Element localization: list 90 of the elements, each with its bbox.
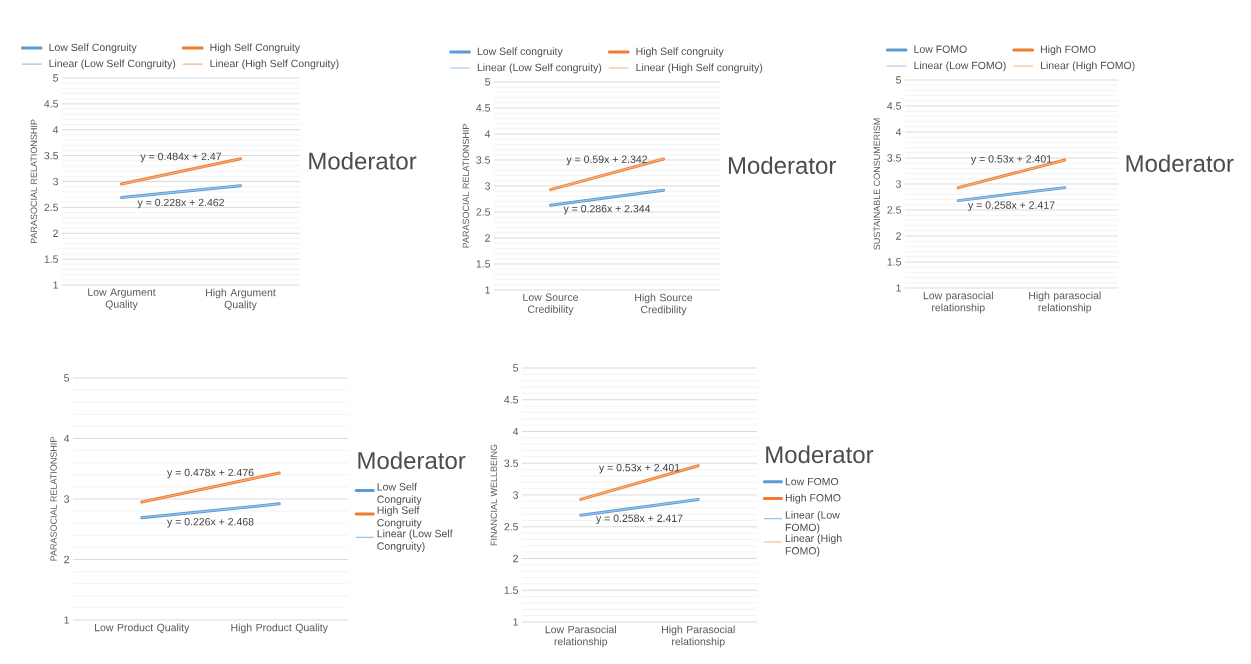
- y-tick-label: 2: [513, 554, 518, 563]
- y-tick-label: 5: [513, 364, 519, 372]
- legend-label: Linear (Low Self congruity): [477, 63, 602, 74]
- y-tick-label: 2.5: [44, 203, 59, 212]
- legend-label: High FOMO: [785, 493, 841, 504]
- legend-label: Linear (Low FOMO): [914, 61, 1006, 72]
- legend-label: Linear (High Self Congruity): [210, 59, 339, 70]
- annotation: y = 0.258x + 2.417: [968, 201, 1055, 211]
- y-tick-label: 3.5: [887, 154, 902, 162]
- y-tick-label: 1: [64, 616, 69, 624]
- y-tick-label: 1: [485, 286, 490, 294]
- y-tick-label: 4.5: [44, 100, 59, 108]
- y-axis-title: FINANCIAL WELLBEING: [490, 444, 498, 546]
- y-tick-label: 2.5: [476, 208, 491, 216]
- y-tick-label: 5: [53, 74, 59, 82]
- annotation: y = 0.286x + 2.344: [563, 204, 651, 215]
- y-tick-label: 4: [63, 434, 70, 443]
- y-tick-label: 3: [64, 495, 70, 503]
- legend-label: Linear (High FOMO): [1040, 61, 1135, 72]
- y-tick-label: 4.5: [887, 102, 902, 110]
- y-tick-label: 2: [485, 234, 490, 242]
- y-tick-label: 3.5: [504, 459, 519, 467]
- legend-label: Low Self Congruity: [377, 482, 422, 506]
- legend-label: Linear (Low Self Congruity): [377, 529, 453, 552]
- annotation: y = 0.478x + 2.476: [167, 468, 254, 479]
- x-tick-label: Low Source Credibility: [523, 293, 579, 316]
- legend-label: High Self Congruity: [377, 506, 422, 529]
- annotation: y = 0.258x + 2.417: [596, 514, 683, 525]
- y-tick-label: 1.5: [887, 258, 902, 266]
- annotation: y = 0.484x + 2.47: [140, 152, 222, 163]
- y-axis-title: SUSTAINABLE CONSUMERISM: [873, 118, 881, 250]
- y-tick-label: 2: [53, 229, 58, 237]
- legend-label: Linear (Low Self Congruity): [49, 59, 176, 70]
- y-tick-label: 1.5: [476, 260, 491, 268]
- annotation: y = 0.59x + 2.342: [566, 155, 648, 166]
- legend-title: Moderator: [766, 445, 874, 464]
- legend-title: Moderator: [1126, 154, 1234, 173]
- legend-label: High Self congruity: [636, 47, 724, 58]
- x-tick-label: High Source Credibility: [635, 293, 693, 316]
- y-tick-label: 4.5: [504, 396, 519, 404]
- legend-title: Moderator: [728, 156, 836, 175]
- legend-label: Low Self congruity: [477, 47, 563, 58]
- legend-label: Linear (High FOMO): [785, 534, 842, 557]
- y-tick-label: 2: [64, 555, 69, 564]
- legend-label: Low FOMO: [785, 477, 839, 486]
- y-tick-label: 2.5: [887, 206, 902, 214]
- y-tick-label: 4: [484, 130, 491, 138]
- y-tick-label: 1.5: [44, 255, 59, 263]
- x-tick-label: Low parasocial relationship: [923, 291, 993, 314]
- x-tick-label: Low Argument Quality: [88, 288, 156, 310]
- y-tick-label: 2.5: [504, 523, 519, 531]
- y-tick-label: 1: [896, 284, 901, 292]
- y-tick-label: 3: [513, 491, 519, 499]
- legend-label: High FOMO: [1040, 45, 1096, 56]
- y-tick-label: 1: [53, 281, 58, 289]
- y-axis-title: PARASOCIAL RELATIONSHIP: [30, 119, 38, 244]
- annotation: y = 0.228x + 2.462: [137, 198, 224, 209]
- y-tick-label: 3.5: [44, 151, 59, 160]
- legend-label: Low Self Congruity: [49, 43, 137, 54]
- legend-label: Linear (High Self congruity): [636, 63, 763, 74]
- annotation: y = 0.53x + 2.401: [970, 155, 1052, 165]
- x-tick-label: Low Product Quality: [95, 623, 190, 634]
- y-tick-label: 4: [895, 128, 902, 136]
- y-tick-label: 3.5: [476, 156, 491, 164]
- x-tick-label: High Product Quality: [231, 623, 328, 634]
- y-tick-label: 5: [896, 76, 902, 84]
- y-tick-label: 4: [52, 126, 59, 134]
- y-tick-label: 5: [64, 374, 70, 382]
- y-tick-label: 2: [896, 232, 901, 240]
- y-axis-title: PARASOCIAL RELATIONSHIP: [50, 437, 57, 561]
- x-tick-label: High Parasocial relationship: [662, 625, 735, 648]
- annotation: y = 0.53x + 2.401: [598, 463, 680, 474]
- y-tick-label: 1: [513, 618, 518, 626]
- legend-title: Moderator: [358, 451, 466, 470]
- legend-label: Low FOMO: [914, 45, 967, 53]
- x-tick-label: Low Parasocial relationship: [545, 625, 616, 648]
- legend-title: Moderator: [309, 151, 417, 170]
- x-tick-label: High parasocial relationship: [1029, 291, 1101, 314]
- y-axis-title: PARASOCIAL RELATIONSHIP: [462, 124, 470, 248]
- y-tick-label: 4: [512, 427, 519, 436]
- legend-label: Linear (Low FOMO): [785, 510, 840, 534]
- y-tick-label: 3: [485, 182, 491, 190]
- y-tick-label: 3: [53, 177, 59, 186]
- annotation: y = 0.226x + 2.468: [167, 517, 254, 528]
- x-tick-label: High Argument Quality: [206, 288, 276, 311]
- y-tick-label: 1.5: [504, 586, 519, 594]
- legend-label: High Self Congruity: [210, 43, 301, 54]
- y-tick-label: 4.5: [476, 104, 491, 112]
- y-tick-label: 3: [896, 180, 902, 188]
- y-tick-label: 5: [485, 78, 491, 86]
